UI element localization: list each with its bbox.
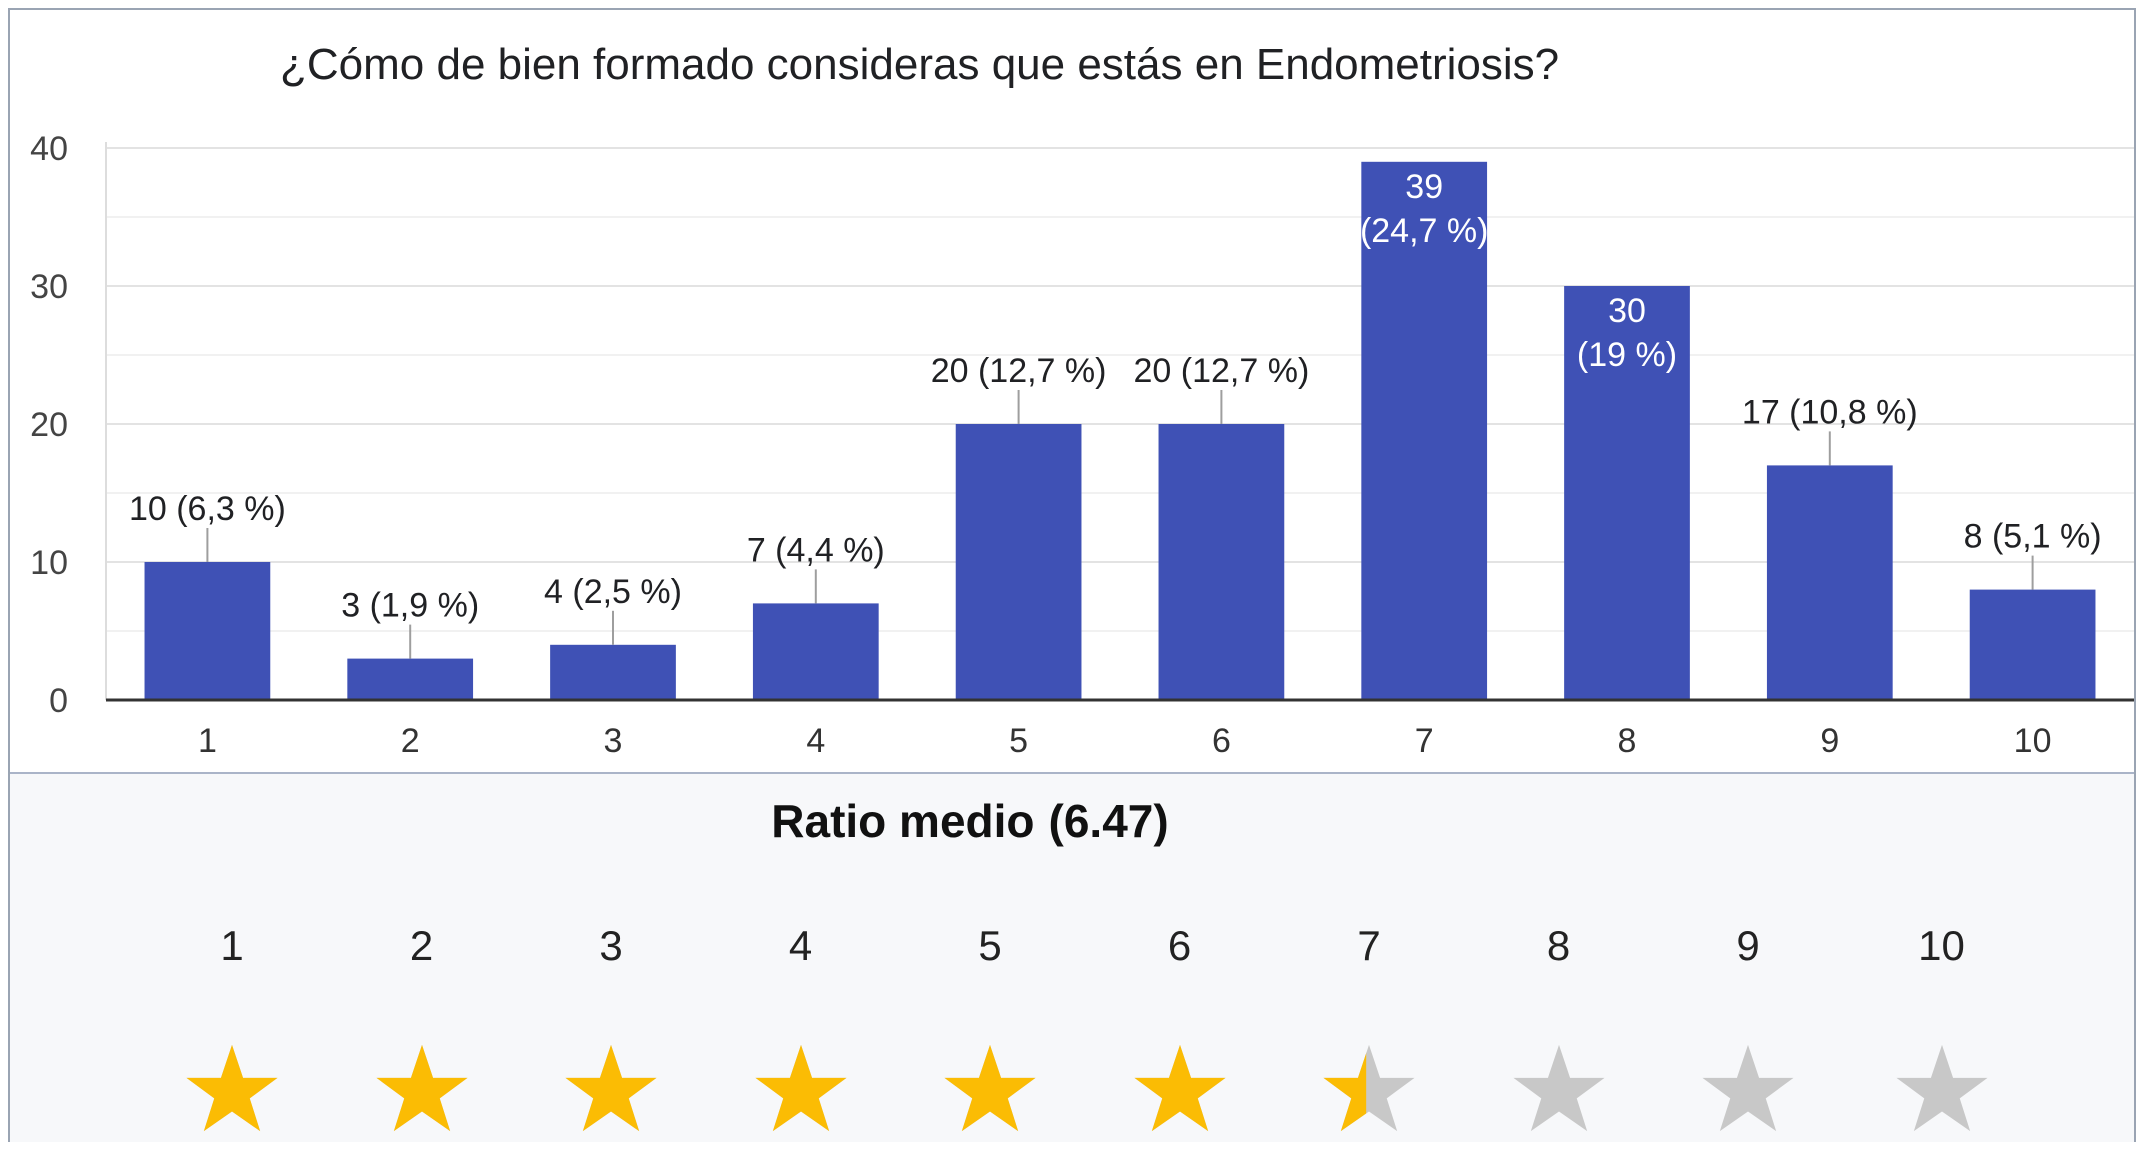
- y-tick-label: 10: [30, 544, 68, 582]
- x-tick-label: 5: [1009, 722, 1028, 760]
- bar-chart: 0 10 20 30 40 10 (6,3 %) 1 3 (1,9 %) 2 4 (2,5 %) 3…: [30, 130, 2134, 760]
- data-label: 8 (5,1 %): [1964, 518, 2102, 556]
- data-label: 7 (4,4 %): [747, 531, 885, 569]
- bar: [347, 658, 474, 700]
- star-icon: [1700, 1042, 1796, 1134]
- rating-number: 9: [1736, 922, 1760, 969]
- x-tick-label: 6: [1212, 722, 1231, 760]
- star-icon: [1321, 1042, 1417, 1134]
- rating-number: 10: [1918, 922, 1965, 969]
- star-icon: [1132, 1042, 1228, 1134]
- rating-panel: Ratio medio (6.47) 1 2 3 4 5 6 7 8 9 10: [10, 772, 2134, 1142]
- data-label: 20 (12,7 %): [931, 352, 1107, 390]
- bar: [1361, 161, 1488, 701]
- rating-value: (6.47): [1048, 795, 1169, 847]
- data-label: 4 (2,5 %): [544, 573, 682, 611]
- star-icon: [1894, 1042, 1990, 1134]
- star-icon: [184, 1042, 280, 1134]
- bar: [752, 603, 879, 700]
- x-tick-label: 2: [401, 722, 420, 760]
- star-icon: [1511, 1042, 1607, 1134]
- bar: [1158, 424, 1285, 700]
- rating-number: 7: [1357, 922, 1381, 969]
- bar: [1564, 286, 1690, 700]
- bar: [144, 562, 271, 700]
- rating-number: 8: [1546, 922, 1571, 969]
- rating-number: 2: [409, 922, 434, 969]
- x-tick-label: 8: [1618, 722, 1637, 760]
- chart-panel: ¿Cómo de bien formado consideras que est…: [10, 10, 2134, 772]
- x-tick-label: 7: [1415, 722, 1434, 760]
- bar: [1969, 589, 2096, 700]
- rating-title: Ratio medio (6.47): [10, 794, 1930, 848]
- y-tick-label: 0: [49, 682, 68, 720]
- data-label: 30 (19 %): [1577, 292, 1677, 374]
- x-tick-label: 9: [1820, 722, 1839, 760]
- rating-number: 4: [788, 922, 813, 969]
- rating-label: Ratio medio: [771, 795, 1035, 847]
- rating-number: 1: [220, 922, 244, 969]
- star-icon: [563, 1042, 659, 1134]
- figure-frame: ¿Cómo de bien formado consideras que est…: [8, 8, 2136, 1142]
- star-icon: [942, 1042, 1038, 1134]
- rating-number: 6: [1167, 922, 1192, 969]
- bar: [550, 644, 676, 700]
- x-tick-label: 4: [806, 722, 825, 760]
- y-tick-label: 30: [30, 268, 68, 306]
- bar: [1766, 465, 1893, 700]
- data-label: 20 (12,7 %): [1134, 352, 1310, 390]
- data-label: 39 (24,7 %): [1360, 168, 1489, 250]
- data-label: 10 (6,3 %): [129, 490, 286, 528]
- star-icon: [753, 1042, 849, 1134]
- y-tick-label: 40: [30, 130, 68, 168]
- star-icon: [374, 1042, 470, 1134]
- y-tick-label: 20: [30, 406, 68, 444]
- rating-number: 5: [978, 922, 1002, 969]
- x-tick-label: 3: [604, 722, 623, 760]
- x-tick-label: 10: [2014, 722, 2052, 760]
- data-label: 3 (1,9 %): [341, 587, 479, 625]
- chart-title: ¿Cómo de bien formado consideras que est…: [280, 40, 1560, 89]
- rating-number: 3: [599, 922, 623, 969]
- data-label: 17 (10,8 %): [1742, 393, 1918, 431]
- bar: [955, 424, 1082, 700]
- x-tick-label: 1: [198, 722, 217, 760]
